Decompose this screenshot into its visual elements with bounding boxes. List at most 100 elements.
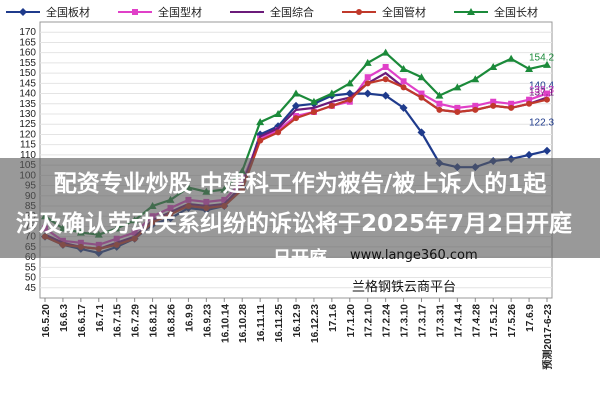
x-tick-label: 17.3.10 <box>400 304 411 338</box>
y-tick-label: 110 <box>20 150 36 161</box>
x-tick-label: 16.9.23 <box>202 304 213 338</box>
data-point <box>293 115 299 122</box>
x-tick-label: 16.11.11 <box>256 304 267 342</box>
x-tick-label: 预测2017-6-23 <box>541 304 554 370</box>
data-label: 122.3 <box>529 118 554 129</box>
x-tick-label: 16.12.9 <box>292 304 303 338</box>
data-point <box>490 102 497 109</box>
x-tick-label: 17.1.6 <box>328 304 339 332</box>
data-point <box>327 89 336 97</box>
x-tick-label: 16.7.15 <box>113 304 124 338</box>
data-point <box>544 90 550 97</box>
y-tick-label: 45 <box>25 283 37 294</box>
headline-overlay <box>0 158 600 258</box>
data-point <box>399 103 408 112</box>
data-point <box>526 96 533 103</box>
data-point <box>508 104 515 111</box>
x-tick-label: 17.6.9 <box>525 304 536 332</box>
data-point <box>345 79 354 87</box>
y-tick-label: 150 <box>19 68 36 79</box>
x-tick-label: 16.6.17 <box>77 304 88 338</box>
headline-line-3: 日开庭 <box>273 248 327 269</box>
data-point <box>292 101 300 110</box>
data-point <box>418 90 425 97</box>
legend-label: 全国板材 <box>46 5 90 19</box>
legend-marker <box>19 8 27 16</box>
data-point <box>471 75 480 83</box>
x-tick-label: 17.3.31 <box>435 304 446 338</box>
data-point <box>489 62 498 70</box>
data-point <box>400 78 407 85</box>
data-point <box>526 100 533 107</box>
x-tick-label: 17.4.28 <box>471 304 482 338</box>
x-tick-label: 17.4.14 <box>453 304 464 338</box>
x-tick-label: 16.12.23 <box>310 304 321 343</box>
y-tick-label: 160 <box>19 48 36 59</box>
data-label: 137.1 <box>529 87 554 98</box>
data-point <box>472 102 479 109</box>
data-point <box>328 102 335 109</box>
legend-marker <box>356 9 362 15</box>
y-tick-label: 115 <box>20 140 36 151</box>
data-point <box>400 84 407 91</box>
y-tick-label: 165 <box>19 37 36 48</box>
data-point <box>436 106 443 113</box>
legend-label: 全国长材 <box>494 5 538 19</box>
data-point <box>436 100 443 107</box>
data-point <box>507 54 516 62</box>
legend-label: 全国综合 <box>270 5 314 19</box>
data-point <box>363 58 372 66</box>
x-tick-label: 17.5.12 <box>489 304 500 338</box>
y-tick-label: 140 <box>19 89 36 100</box>
data-label: 138.3 <box>529 85 554 96</box>
data-point <box>543 146 551 155</box>
x-tick-label: 16.9.9 <box>184 304 195 332</box>
data-point <box>544 96 550 103</box>
data-point <box>275 129 282 136</box>
x-tick-label: 16.8.26 <box>167 304 178 338</box>
data-point <box>381 48 390 56</box>
data-point <box>399 65 408 73</box>
data-point <box>364 80 371 87</box>
data-point <box>257 137 264 144</box>
y-tick-label: 125 <box>19 119 36 130</box>
watermark-url: www.lange360.com <box>350 248 478 263</box>
x-tick-label: 17.2.10 <box>364 304 375 338</box>
data-point <box>417 128 426 137</box>
x-tick-label: 16.10.28 <box>238 304 249 343</box>
data-point <box>292 89 300 97</box>
data-point <box>525 150 534 159</box>
data-point <box>454 108 461 115</box>
y-tick-label: 145 <box>19 78 36 89</box>
legend-label: 全国管材 <box>382 5 426 19</box>
data-point <box>543 60 551 68</box>
headline-line-1: 配资专业炒股 中建科工作为被告/被上诉人的1起 <box>53 171 547 197</box>
data-point <box>310 108 317 115</box>
y-tick-label: 135 <box>19 99 36 110</box>
y-tick-label: 170 <box>19 27 36 38</box>
x-tick-label: 16.10.14 <box>220 304 231 343</box>
data-point <box>274 110 283 117</box>
data-point <box>363 89 372 98</box>
data-label: 154.2 <box>529 53 554 64</box>
legend-marker <box>467 8 475 15</box>
y-tick-label: 120 <box>19 129 36 140</box>
data-point <box>381 91 390 100</box>
legend-marker <box>132 9 138 15</box>
y-tick-label: 50 <box>25 273 37 284</box>
data-point <box>454 104 461 111</box>
data-point <box>453 83 462 91</box>
x-tick-label: 16.7.29 <box>131 304 142 338</box>
x-tick-label: 17.1.20 <box>346 304 357 338</box>
data-point <box>309 97 318 105</box>
data-point <box>472 106 479 113</box>
x-tick-label: 16.8.12 <box>149 304 160 338</box>
data-point <box>382 76 389 83</box>
x-tick-label: 16.7.1 <box>95 304 106 332</box>
legend-label: 全国型材 <box>158 5 202 19</box>
data-point <box>508 100 515 107</box>
y-tick-label: 130 <box>19 109 36 120</box>
data-label: 140.4 <box>529 81 554 92</box>
data-point <box>490 98 497 105</box>
